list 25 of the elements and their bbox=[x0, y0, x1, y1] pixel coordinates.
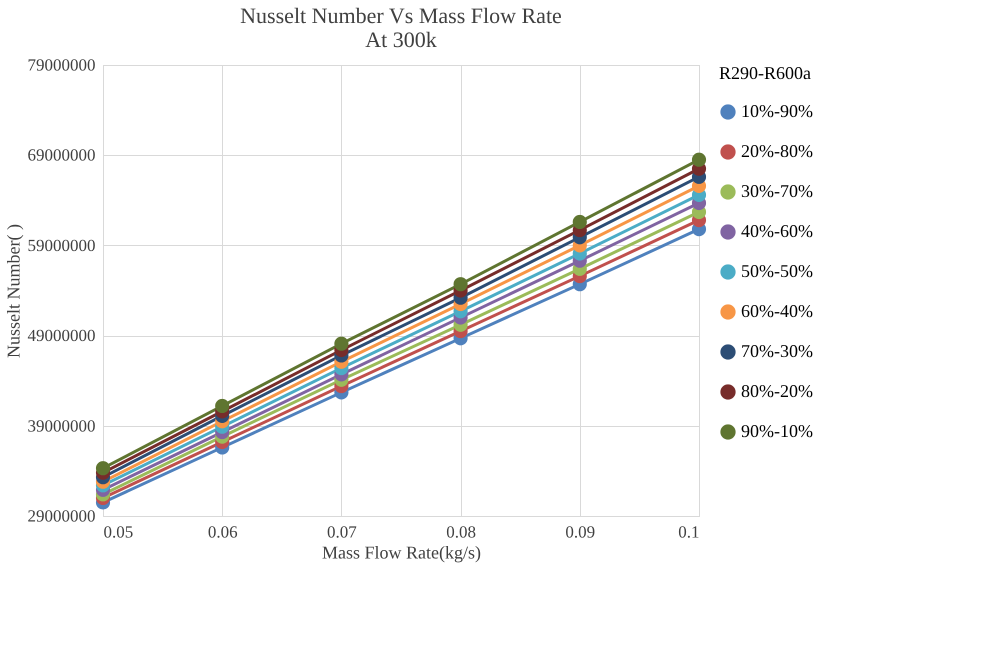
y-tick-label: 59000000 bbox=[28, 236, 96, 255]
y-tick-label: 79000000 bbox=[28, 56, 96, 74]
legend-label: 40%-60% bbox=[741, 221, 813, 241]
x-tick-label: 0.05 bbox=[104, 522, 134, 542]
x-tick-label: 0.06 bbox=[208, 522, 238, 542]
x-tick-label: 0.1 bbox=[678, 522, 700, 542]
x-tick-label: 0.07 bbox=[327, 522, 358, 542]
legend-label: 10%-90% bbox=[741, 101, 813, 121]
x-tick-label: 0.09 bbox=[565, 522, 596, 542]
y-tick-label: 39000000 bbox=[28, 416, 96, 436]
y-axis-title: Nusselt Number( ) bbox=[4, 224, 24, 358]
legend-label: 60%-40% bbox=[741, 301, 813, 321]
x-axis-title: Mass Flow Rate(kg/s) bbox=[322, 542, 481, 562]
y-tick-label: 29000000 bbox=[28, 506, 96, 526]
legend-label: 90%-10% bbox=[741, 421, 813, 441]
x-tick-label: 0.08 bbox=[446, 522, 476, 542]
y-tick-label: 69000000 bbox=[28, 146, 96, 165]
legend-label: 80%-20% bbox=[741, 381, 813, 401]
legend-label: 50%-50% bbox=[741, 261, 813, 281]
legend-label: 20%-80% bbox=[741, 141, 813, 161]
legend-title: R290-R600a bbox=[719, 63, 812, 83]
legend-label: 30%-70% bbox=[741, 181, 813, 201]
y-tick-label: 49000000 bbox=[28, 326, 96, 346]
legend-label: 70%-30% bbox=[741, 341, 813, 361]
chart-title: Nusselt Number Vs Mass Flow Rate At 300k bbox=[240, 3, 562, 52]
